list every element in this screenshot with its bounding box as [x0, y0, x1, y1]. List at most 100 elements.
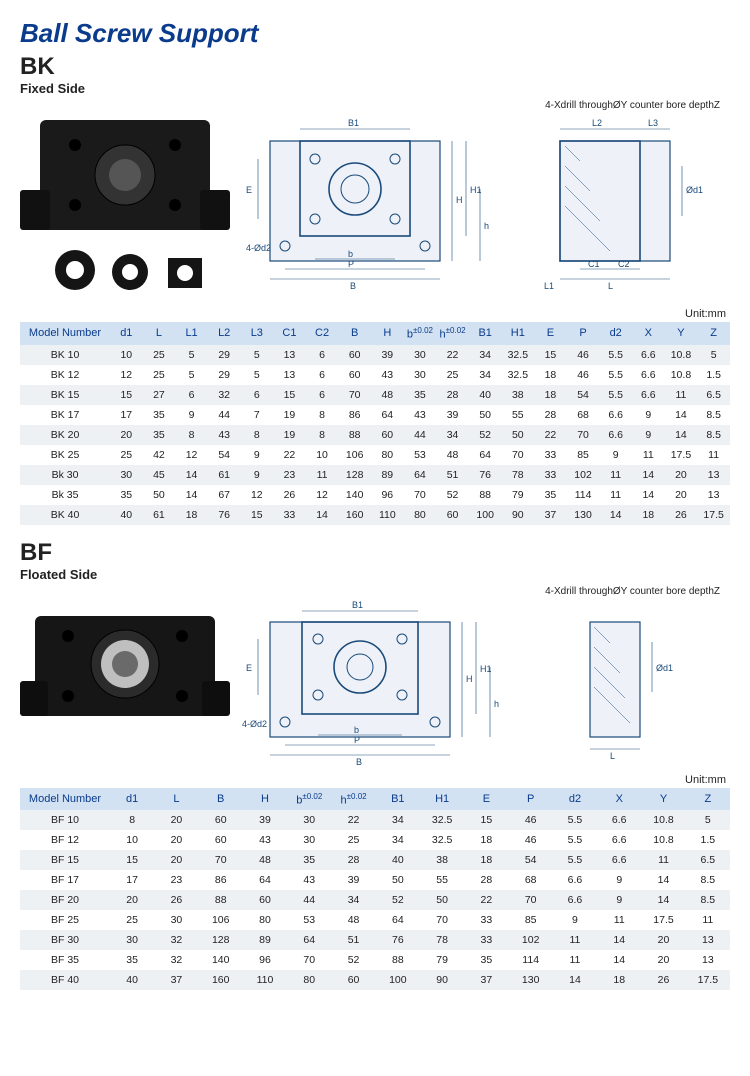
- value-cell: 40: [376, 850, 420, 870]
- svg-text:E: E: [246, 663, 252, 673]
- value-cell: 60: [199, 810, 243, 830]
- value-cell: 5: [175, 345, 208, 365]
- bk-code: BK: [20, 55, 730, 79]
- value-cell: 64: [404, 465, 437, 485]
- column-header: B1: [469, 322, 502, 345]
- value-cell: 17.5: [641, 910, 685, 930]
- value-cell: 15: [241, 505, 274, 525]
- value-cell: 43: [287, 870, 331, 890]
- column-header: L2: [208, 322, 241, 345]
- value-cell: 32: [208, 385, 241, 405]
- value-cell: 15: [534, 345, 567, 365]
- value-cell: 44: [287, 890, 331, 910]
- svg-text:h: h: [494, 699, 499, 709]
- column-header: d2: [599, 322, 632, 345]
- value-cell: 5.5: [553, 830, 597, 850]
- column-header: B: [199, 788, 243, 811]
- table-row: BK 1010255295136603930223432.515465.56.6…: [20, 345, 730, 365]
- column-header: Y: [641, 788, 685, 811]
- value-cell: 8.5: [697, 425, 730, 445]
- model-cell: BK 20: [20, 425, 110, 445]
- svg-text:B: B: [350, 281, 356, 291]
- value-cell: 6.6: [553, 890, 597, 910]
- value-cell: 34: [469, 345, 502, 365]
- model-cell: BF 15: [20, 850, 110, 870]
- value-cell: 10: [110, 345, 143, 365]
- value-cell: 6.6: [632, 365, 665, 385]
- value-cell: 32.5: [420, 830, 464, 850]
- value-cell: 34: [376, 810, 420, 830]
- model-cell: BK 15: [20, 385, 110, 405]
- value-cell: 22: [436, 345, 469, 365]
- drill-note-bk: 4-Xdrill throughØY counter bore depthZ: [240, 100, 730, 111]
- value-cell: 17.5: [697, 505, 730, 525]
- svg-text:Ød1: Ød1: [686, 185, 703, 195]
- column-header: Model Number: [20, 322, 110, 345]
- value-cell: 13: [273, 345, 306, 365]
- model-cell: BF 35: [20, 950, 110, 970]
- unit-label-bk: Unit:mm: [20, 308, 726, 320]
- bk-section: BK Fixed Side 4-Xdrill throughØY counter…: [20, 55, 730, 525]
- value-cell: 39: [371, 345, 404, 365]
- column-header: Z: [697, 322, 730, 345]
- value-cell: 23: [154, 870, 198, 890]
- value-cell: 14: [641, 890, 685, 910]
- value-cell: 26: [273, 485, 306, 505]
- value-cell: 26: [665, 505, 698, 525]
- column-header: b±0.02: [287, 788, 331, 811]
- value-cell: 30: [404, 365, 437, 385]
- value-cell: 6.6: [599, 425, 632, 445]
- column-header: E: [534, 322, 567, 345]
- value-cell: 6: [306, 345, 339, 365]
- table-row: Bk 3030451461923111288964517678331021114…: [20, 465, 730, 485]
- value-cell: 35: [404, 385, 437, 405]
- value-cell: 17.5: [686, 970, 730, 990]
- value-cell: 70: [338, 385, 371, 405]
- value-cell: 76: [208, 505, 241, 525]
- value-cell: 110: [243, 970, 287, 990]
- value-cell: 10.8: [665, 365, 698, 385]
- value-cell: 35: [464, 950, 508, 970]
- column-header: B1: [376, 788, 420, 811]
- value-cell: 32: [154, 930, 198, 950]
- value-cell: 5.5: [599, 345, 632, 365]
- value-cell: 33: [534, 465, 567, 485]
- value-cell: 6.6: [553, 870, 597, 890]
- value-cell: 114: [567, 485, 600, 505]
- value-cell: 46: [567, 345, 600, 365]
- value-cell: 5: [241, 365, 274, 385]
- model-cell: BK 17: [20, 405, 110, 425]
- value-cell: 46: [509, 830, 553, 850]
- value-cell: 35: [110, 485, 143, 505]
- value-cell: 14: [553, 970, 597, 990]
- value-cell: 76: [376, 930, 420, 950]
- value-cell: 5.5: [599, 365, 632, 385]
- value-cell: 9: [241, 445, 274, 465]
- table-row: BF 17172386644339505528686.69148.5: [20, 870, 730, 890]
- value-cell: 52: [469, 425, 502, 445]
- bk-drawing: 4-Xdrill throughØY counter bore depthZ B…: [240, 100, 730, 306]
- value-cell: 34: [376, 830, 420, 850]
- bf-code: BF: [20, 541, 730, 565]
- value-cell: 8: [306, 405, 339, 425]
- value-cell: 86: [199, 870, 243, 890]
- value-cell: 13: [686, 950, 730, 970]
- value-cell: 140: [338, 485, 371, 505]
- value-cell: 20: [665, 485, 698, 505]
- value-cell: 13: [697, 485, 730, 505]
- value-cell: 37: [464, 970, 508, 990]
- value-cell: 53: [404, 445, 437, 465]
- value-cell: 52: [376, 890, 420, 910]
- value-cell: 11: [306, 465, 339, 485]
- value-cell: 14: [641, 870, 685, 890]
- svg-text:b: b: [354, 725, 359, 735]
- value-cell: 9: [175, 405, 208, 425]
- value-cell: 89: [243, 930, 287, 950]
- value-cell: 43: [243, 830, 287, 850]
- value-cell: 30: [154, 910, 198, 930]
- value-cell: 14: [175, 485, 208, 505]
- table-row: BF 15152070483528403818545.56.6116.5: [20, 850, 730, 870]
- value-cell: 88: [199, 890, 243, 910]
- value-cell: 28: [464, 870, 508, 890]
- svg-text:B: B: [356, 757, 362, 767]
